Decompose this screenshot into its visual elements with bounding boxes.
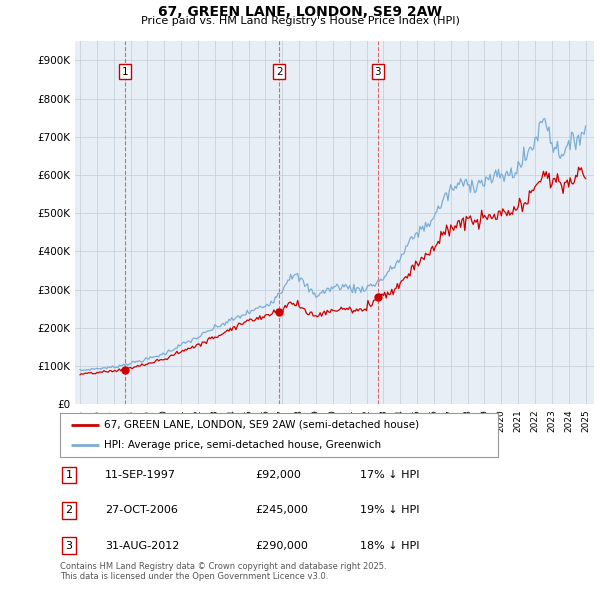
Text: 17% ↓ HPI: 17% ↓ HPI <box>360 470 419 480</box>
Text: Contains HM Land Registry data © Crown copyright and database right 2025.
This d: Contains HM Land Registry data © Crown c… <box>60 562 386 581</box>
Text: £92,000: £92,000 <box>255 470 301 480</box>
Text: 2: 2 <box>65 506 73 515</box>
Text: 1: 1 <box>122 67 128 77</box>
Text: Price paid vs. HM Land Registry's House Price Index (HPI): Price paid vs. HM Land Registry's House … <box>140 16 460 26</box>
Text: 67, GREEN LANE, LONDON, SE9 2AW (semi-detached house): 67, GREEN LANE, LONDON, SE9 2AW (semi-de… <box>104 420 419 430</box>
Text: 3: 3 <box>65 541 73 550</box>
Text: 11-SEP-1997: 11-SEP-1997 <box>105 470 176 480</box>
Text: HPI: Average price, semi-detached house, Greenwich: HPI: Average price, semi-detached house,… <box>104 440 381 450</box>
Text: 31-AUG-2012: 31-AUG-2012 <box>105 541 179 550</box>
Text: £290,000: £290,000 <box>255 541 308 550</box>
Text: £245,000: £245,000 <box>255 506 308 515</box>
Text: 19% ↓ HPI: 19% ↓ HPI <box>360 506 419 515</box>
Text: 18% ↓ HPI: 18% ↓ HPI <box>360 541 419 550</box>
Text: 67, GREEN LANE, LONDON, SE9 2AW: 67, GREEN LANE, LONDON, SE9 2AW <box>158 5 442 19</box>
Text: 3: 3 <box>374 67 381 77</box>
Text: 1: 1 <box>65 470 73 480</box>
Text: 27-OCT-2006: 27-OCT-2006 <box>105 506 178 515</box>
Text: 2: 2 <box>276 67 283 77</box>
